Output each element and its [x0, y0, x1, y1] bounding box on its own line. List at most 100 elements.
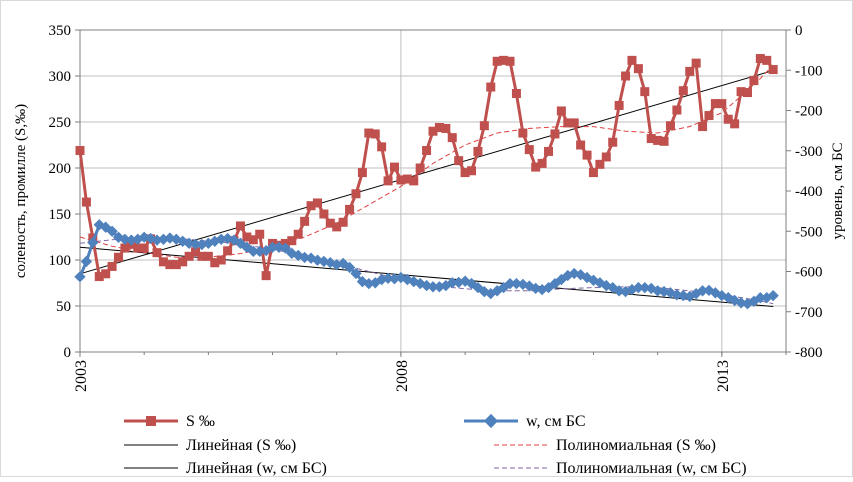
legend-marker-s — [146, 416, 156, 426]
x-tick-label: 2003 — [73, 360, 90, 392]
data-point-s — [216, 255, 226, 265]
data-point-w — [350, 267, 362, 280]
data-point-w — [343, 261, 356, 274]
y-tick-label: 150 — [49, 207, 72, 223]
y-tick-label: 100 — [49, 253, 72, 269]
data-point-s — [665, 121, 675, 131]
data-point-s — [415, 163, 425, 173]
data-point-s — [338, 217, 348, 227]
legend-label-w: w, см БС — [526, 413, 586, 430]
data-point-s — [383, 176, 393, 186]
data-point-s — [357, 168, 367, 178]
data-point-s — [768, 65, 778, 75]
data-point-s — [742, 88, 752, 98]
data-point-w — [632, 281, 645, 294]
y-tick-label: 50 — [56, 299, 71, 315]
data-point-s — [691, 58, 701, 68]
x-tick-label: 2013 — [715, 360, 732, 392]
data-point-s — [447, 133, 457, 143]
legend-item-w[interactable]: w, см БС — [464, 413, 586, 430]
series — [74, 54, 779, 310]
data-point-s — [499, 55, 509, 65]
data-point-s — [454, 156, 464, 166]
data-point-s — [396, 175, 406, 185]
y2-tick-label: -600 — [795, 265, 823, 281]
data-point-s — [242, 232, 252, 242]
poly-trend-w — [79, 237, 774, 305]
data-point-s — [698, 122, 708, 132]
data-point-s — [544, 146, 554, 156]
y2-tick-label: -300 — [795, 144, 823, 160]
data-point-s — [139, 243, 149, 253]
data-point-s — [319, 209, 329, 219]
data-point-s — [389, 162, 399, 172]
data-point-s — [723, 114, 733, 124]
y-tick-label: 350 — [49, 23, 72, 39]
legend-item-s[interactable]: S ‰ — [124, 413, 215, 430]
legend: S ‰ w, см БС Линейная (S ‰) Полиномиальн… — [124, 413, 747, 477]
y2-tick-label: -700 — [795, 305, 823, 321]
data-point-s — [473, 146, 483, 156]
data-point-s — [133, 243, 143, 253]
legend-item-poly-w[interactable]: Полиномиальная (w, см БС) — [494, 460, 747, 477]
data-point-s — [640, 87, 650, 97]
y2-tick-label: -800 — [795, 345, 823, 361]
data-point-s — [582, 150, 592, 160]
data-point-s — [345, 204, 355, 214]
y2-tick-label: -400 — [795, 184, 823, 200]
data-point-s — [704, 111, 714, 121]
data-point-s — [608, 137, 618, 147]
data-point-w — [298, 251, 311, 264]
legend-item-lin-w[interactable]: Линейная (w, см БС) — [124, 460, 327, 477]
data-point-s — [749, 76, 759, 86]
data-point-s — [351, 189, 361, 199]
data-point-s — [75, 146, 85, 156]
data-point-s — [576, 140, 586, 150]
legend-label-s: S ‰ — [186, 413, 215, 430]
data-point-s — [685, 66, 695, 76]
linear-trend-w — [79, 246, 774, 307]
data-point-s — [460, 168, 470, 178]
data-point-s — [364, 128, 374, 138]
data-point-s — [717, 99, 727, 109]
data-point-s — [377, 142, 387, 152]
data-point-s — [678, 86, 688, 96]
legend-item-poly-s[interactable]: Полиномиальная (S ‰) — [494, 437, 716, 454]
legend-label-poly-s: Полиномиальная (S ‰) — [556, 437, 716, 454]
data-point-s — [755, 54, 765, 64]
data-point-s — [235, 221, 245, 231]
data-point-s — [261, 271, 271, 281]
data-point-s — [518, 128, 528, 138]
data-point-s — [556, 106, 566, 116]
x-tick-label: 2008 — [394, 360, 411, 392]
data-point-s — [255, 229, 265, 239]
y2-tick-label: 0 — [795, 23, 803, 39]
y2-axis-label: уровень, см БС — [830, 143, 846, 240]
y-tick-label: 300 — [49, 69, 72, 85]
data-point-s — [614, 100, 624, 110]
data-point-s — [165, 260, 175, 270]
data-point-s — [152, 248, 162, 258]
data-point-s — [736, 87, 746, 97]
data-point-w — [504, 277, 516, 290]
data-point-s — [325, 218, 335, 228]
legend-item-lin-s[interactable]: Линейная (S ‰) — [124, 437, 296, 454]
data-point-s — [184, 251, 194, 261]
data-point-s — [511, 88, 521, 98]
y2-tick-label: -500 — [795, 224, 823, 240]
data-point-s — [428, 126, 438, 136]
data-point-w — [446, 277, 458, 289]
data-point-s — [158, 257, 168, 267]
data-point-s — [537, 158, 547, 168]
data-point-s — [569, 118, 579, 128]
data-point-s — [312, 198, 322, 208]
data-point-s — [762, 55, 772, 65]
data-point-s — [730, 119, 740, 129]
data-point-s — [710, 99, 720, 109]
data-point-s — [81, 197, 91, 207]
y-tick-label: 250 — [49, 115, 72, 131]
data-point-s — [248, 235, 258, 245]
data-point-s — [293, 229, 303, 239]
